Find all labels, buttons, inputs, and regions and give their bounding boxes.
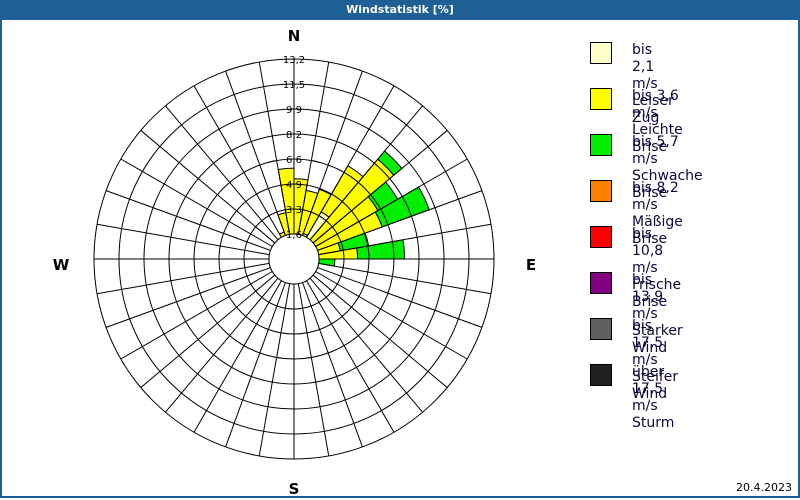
compass-south: S (289, 480, 300, 498)
date-stamp: 20.4.2023 (736, 481, 792, 494)
wind-rose-chart: 1,6 3,3 4,9 6,6 8,2 9,9 11,5 13,2 N E S W (53, 27, 536, 498)
legend-label: Starker Wind (632, 323, 683, 356)
legend-swatch (590, 88, 612, 110)
legend-range: bis 2,1 m/s (632, 42, 658, 92)
legend-range: bis 8,2 m/s (632, 180, 679, 213)
window-title: Windstatistik [%] (0, 0, 800, 20)
radial-tick-labels: 1,6 3,3 4,9 6,6 8,2 9,9 11,5 13,2 (283, 55, 305, 241)
ring-label: 9,9 (286, 105, 302, 116)
compass-north: N (288, 27, 301, 45)
legend-range: über 17,5 m/s (632, 364, 665, 414)
center-hub (268, 233, 320, 285)
ring-label: 11,5 (283, 80, 305, 91)
legend-range: bis 3,6 m/s (632, 88, 679, 121)
ring-label: 3,3 (286, 205, 302, 216)
legend-label: Mäßige Brise (632, 214, 683, 247)
legend-swatch (590, 42, 612, 64)
legend-swatch (590, 318, 612, 340)
legend-range: bis 17,5 m/s (632, 318, 664, 368)
compass-west: W (53, 256, 70, 274)
legend-range: bis 5,7 m/s (632, 134, 679, 167)
ring-label: 1,6 (286, 230, 302, 241)
legend-label: Schwache Brise (632, 168, 703, 201)
legend-label: Leichte Brise (632, 122, 683, 155)
legend-label: Frische Brise (632, 277, 682, 310)
legend-swatch (590, 364, 612, 386)
ring-label: 4,9 (286, 180, 302, 191)
ring-label: 6,6 (286, 155, 302, 166)
legend-label: Sturm (632, 415, 675, 431)
compass-east: E (526, 256, 536, 274)
legend-label: Leiser Zug (632, 93, 674, 126)
legend-range: bis 13,9 m/s (632, 272, 664, 322)
legend-swatch (590, 226, 612, 248)
legend-label: Steifer Wind (632, 369, 679, 402)
ring-label: 13,2 (283, 55, 305, 66)
legend-swatch (590, 180, 612, 202)
legend-swatch (590, 272, 612, 294)
legend-swatch (590, 134, 612, 156)
legend-range: bis 10,8 m/s (632, 226, 664, 276)
ring-label: 8,2 (286, 130, 302, 141)
